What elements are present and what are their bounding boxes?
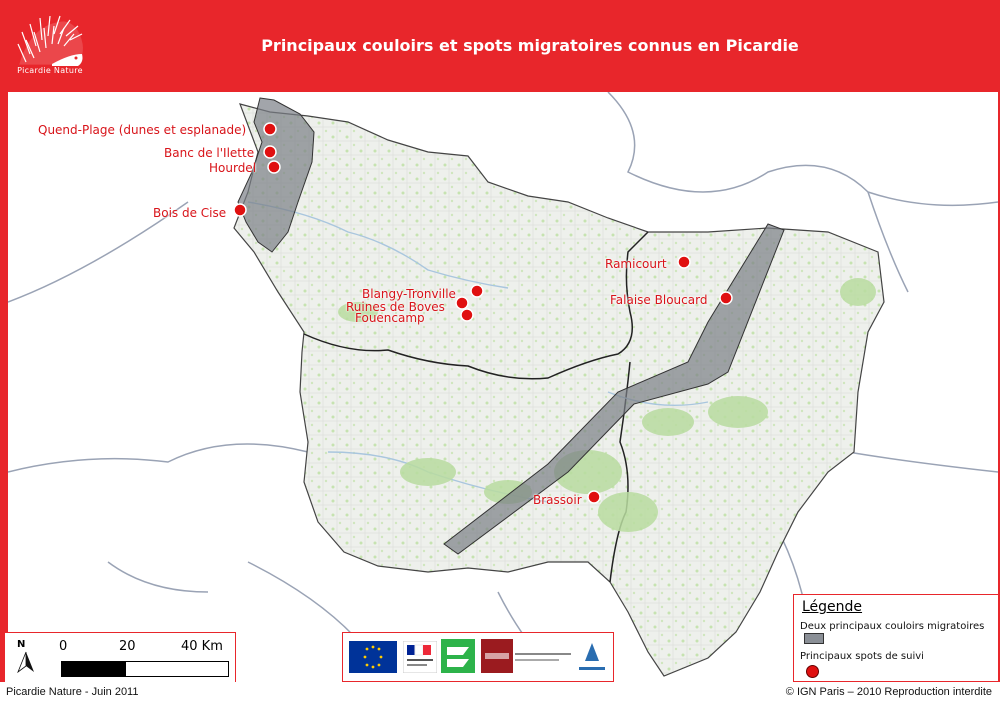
hedgehog-logo-icon — [17, 15, 83, 66]
spot-marker-quend — [263, 122, 277, 136]
spot-label-bloucard: Falaise Bloucard — [610, 293, 708, 307]
scale-tick-20: 20 — [119, 639, 136, 654]
north-label: N — [17, 639, 26, 650]
footer-strip — [0, 682, 1000, 707]
picardie-region — [233, 103, 885, 677]
scale-bar: N 0 20 40 Km — [4, 632, 236, 684]
partner-logos — [342, 632, 614, 682]
spot-marker-cise — [233, 203, 247, 217]
spot-marker-blangy — [470, 284, 484, 298]
spot-label-cise: Bois de Cise — [153, 206, 227, 220]
spot-marker-brassoir — [587, 490, 601, 504]
spot-label-boves: Ruines de Boves — [346, 300, 445, 314]
somme-department-icon — [481, 639, 513, 673]
spot-label-blangy: Blangy-Tronville — [362, 287, 456, 301]
footer-copyright: © IGN Paris – 2010 Reproduction interdit… — [785, 686, 992, 698]
north-arrow-icon — [17, 651, 34, 673]
scale-segment-white — [125, 661, 229, 677]
spot-marker-bloucard — [719, 291, 733, 305]
header-banner: Picardie Nature Principaux couloirs et s… — [0, 0, 1000, 90]
page-title: Principaux couloirs et spots migratoires… — [261, 36, 799, 55]
aisne-department-icon — [575, 637, 609, 677]
legend-corridor-swatch — [804, 633, 824, 644]
spot-marker-boves — [455, 296, 469, 310]
picardie-map — [8, 92, 998, 682]
legend-corridors-label: Deux principaux couloirs migratoires — [800, 621, 985, 632]
spot-markers — [233, 122, 733, 504]
spot-label-ilette: Banc de l'Ilette — [164, 146, 255, 160]
map-frame — [8, 92, 998, 682]
spot-label-ramicourt: Ramicourt — [605, 257, 667, 271]
legend: Légende Deux principaux couloirs migrato… — [793, 594, 999, 682]
spot-marker-fouencamp — [460, 308, 474, 322]
footer-credit: Picardie Nature - Juin 2011 — [6, 686, 139, 698]
spot-label-fouencamp: Fouencamp — [355, 311, 425, 325]
spot-label-quend: Quend-Plage (dunes et esplanade) — [38, 123, 247, 137]
scale-tick-0: 0 — [59, 639, 68, 654]
department-caption-icon — [515, 653, 571, 661]
logo-text: Picardie Nature — [17, 66, 83, 75]
scale-tick-40: 40 Km — [181, 639, 223, 654]
scale-segment-black — [61, 661, 127, 677]
spot-marker-ilette — [263, 145, 277, 159]
legend-spots-label: Principaux spots de suivi — [800, 651, 924, 662]
eu-flag-icon — [349, 641, 397, 673]
french-republic-icon — [403, 641, 437, 673]
picardie-region-icon — [441, 639, 475, 673]
legend-spot-swatch — [806, 665, 819, 678]
spot-marker-ramicourt — [677, 255, 691, 269]
corridor-diagonal — [443, 223, 785, 555]
corridor-coastal — [237, 97, 315, 253]
legend-title: Légende — [802, 599, 863, 615]
spot-label-hourdel: Hourdel — [209, 161, 257, 175]
spot-label-brassoir: Brassoir — [533, 493, 582, 507]
spot-marker-hourdel — [267, 160, 281, 174]
